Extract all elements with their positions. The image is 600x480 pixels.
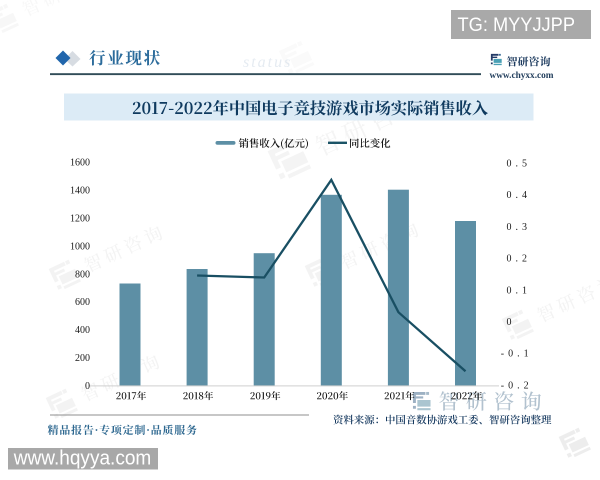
svg-text:1400: 1400 <box>70 186 90 197</box>
svg-text:TG: MYYJJPP: TG: MYYJJPP <box>458 14 576 36</box>
svg-text:0: 0 <box>507 317 516 328</box>
svg-text:0.2: 0.2 <box>507 254 532 265</box>
svg-text:600: 600 <box>75 297 90 308</box>
svg-text:1000: 1000 <box>70 241 90 252</box>
svg-text:0: 0 <box>85 381 90 392</box>
svg-text:www.hqyya.com: www.hqyya.com <box>13 448 151 470</box>
svg-text:0.1: 0.1 <box>507 285 532 296</box>
svg-text:-0.2: -0.2 <box>501 381 533 392</box>
svg-text:-0.1: -0.1 <box>501 349 533 360</box>
svg-text:1200: 1200 <box>70 213 90 224</box>
svg-text:www.chyxx.com: www.chyxx.com <box>490 71 554 81</box>
svg-text:0.3: 0.3 <box>507 222 532 233</box>
svg-text:0.4: 0.4 <box>507 190 532 201</box>
svg-text:1600: 1600 <box>70 158 90 169</box>
svg-text:status: status <box>243 54 292 71</box>
svg-text:800: 800 <box>75 269 90 280</box>
svg-text:200: 200 <box>75 353 90 364</box>
svg-text:0.5: 0.5 <box>507 158 532 169</box>
svg-text:400: 400 <box>75 325 90 336</box>
